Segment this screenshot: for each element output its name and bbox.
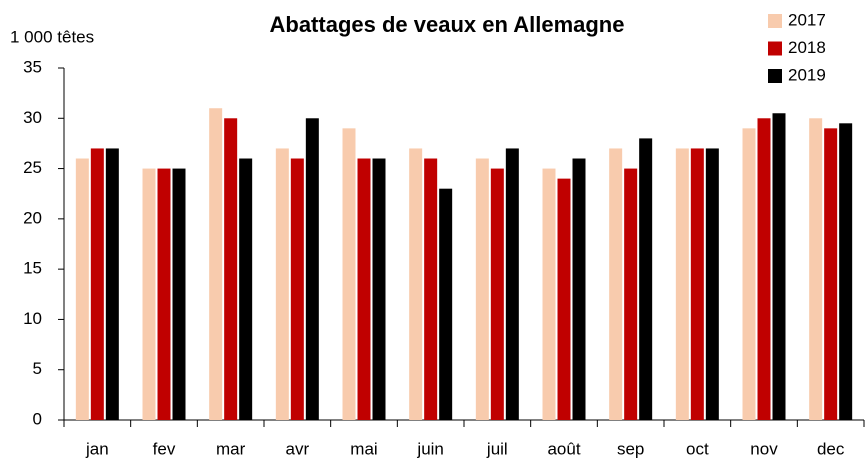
x-tick-label: dec: [817, 439, 845, 458]
legend-swatch: [768, 69, 782, 83]
bar: [305, 118, 319, 421]
bar: [505, 148, 519, 420]
bar: [690, 148, 704, 420]
y-tick-label: 30: [23, 108, 42, 127]
x-tick-label: juin: [416, 439, 443, 458]
bar: [557, 178, 571, 420]
bar: [839, 123, 853, 421]
bar: [342, 128, 356, 421]
bar: [357, 158, 371, 420]
y-tick-label: 15: [23, 259, 42, 278]
x-tick-label: nov: [750, 439, 778, 458]
y-tick-label: 20: [23, 208, 42, 227]
bar: [824, 128, 838, 421]
bar: [239, 158, 253, 420]
bar: [439, 188, 453, 420]
x-tick-label: juil: [486, 439, 508, 458]
bar: [105, 148, 119, 420]
bar: [490, 168, 504, 420]
bar: [772, 113, 786, 420]
y-axis-label: 1 000 têtes: [10, 27, 94, 46]
bar: [572, 158, 586, 420]
x-tick-label: jan: [85, 439, 109, 458]
bar: [372, 158, 386, 420]
legend-swatch: [768, 14, 782, 28]
legend-label: 2018: [788, 38, 826, 57]
bar: [624, 168, 638, 420]
bar: [542, 168, 556, 420]
bar: [142, 168, 156, 420]
bar: [809, 118, 823, 421]
y-tick-label: 10: [23, 309, 42, 328]
bar: [90, 148, 104, 420]
bar: [409, 148, 423, 420]
bar: [157, 168, 171, 420]
bar: [742, 128, 756, 421]
x-tick-label: avr: [286, 439, 310, 458]
x-tick-label: août: [547, 439, 580, 458]
y-tick-label: 25: [23, 158, 42, 177]
x-tick-label: mai: [350, 439, 377, 458]
bar: [705, 148, 719, 420]
chart-title: Abattages de veaux en Allemagne: [270, 12, 625, 37]
legend-label: 2019: [788, 65, 826, 84]
bar: [172, 168, 186, 420]
x-tick-label: oct: [686, 439, 709, 458]
y-tick-label: 35: [23, 57, 42, 76]
legend-label: 2017: [788, 10, 826, 29]
bar: [475, 158, 489, 420]
bar: [609, 148, 623, 420]
x-tick-label: sep: [617, 439, 644, 458]
bar: [209, 108, 223, 420]
x-tick-label: fev: [153, 439, 176, 458]
bar: [424, 158, 438, 420]
bar: [675, 148, 689, 420]
y-tick-label: 0: [33, 409, 42, 428]
bar: [757, 118, 771, 421]
bar: [224, 118, 238, 421]
bar: [75, 158, 89, 420]
bar: [290, 158, 304, 420]
bar: [275, 148, 289, 420]
x-tick-label: mar: [216, 439, 246, 458]
y-tick-label: 5: [33, 359, 42, 378]
legend-swatch: [768, 41, 782, 56]
bar: [639, 138, 653, 420]
